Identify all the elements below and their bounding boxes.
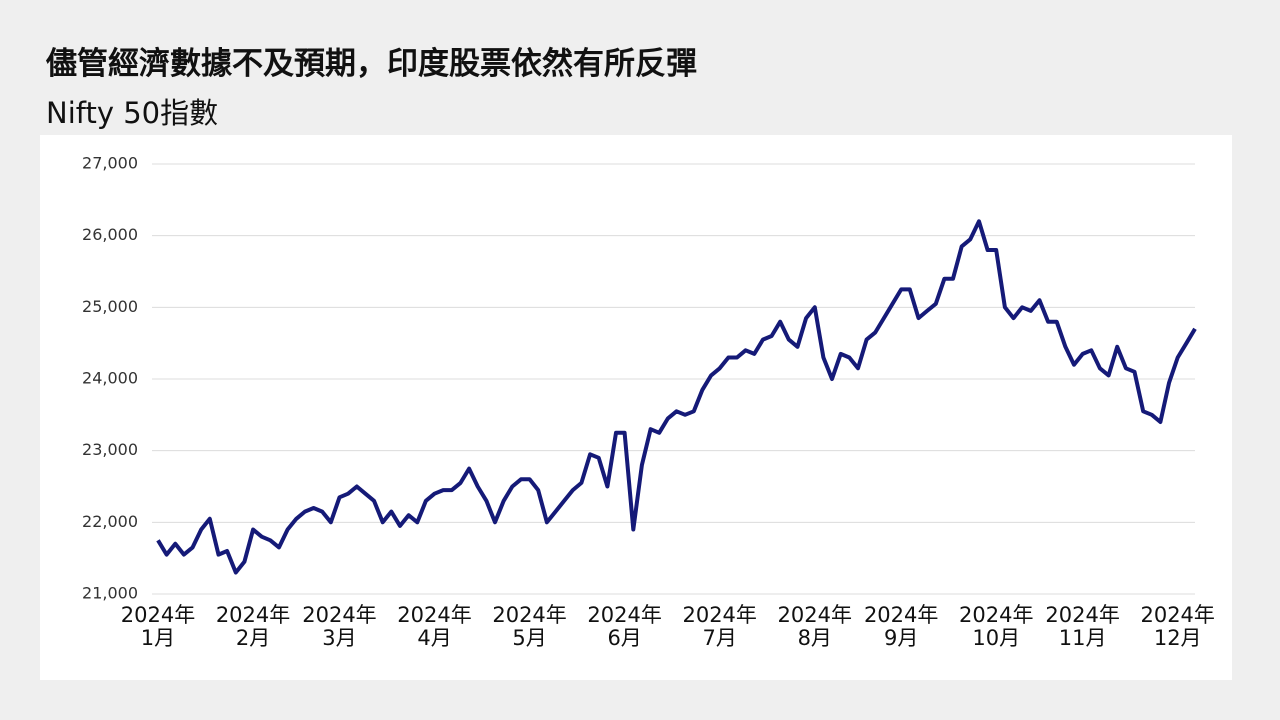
x-tick-label: 2024年 7月	[682, 603, 757, 650]
x-tick-label: 2024年 10月	[959, 603, 1034, 650]
y-tick-label: 26,000	[82, 225, 138, 244]
x-tick-label: 2024年 5月	[492, 603, 567, 650]
x-tick-label: 2024年 11月	[1045, 603, 1120, 650]
x-tick-label: 2024年 1月	[120, 603, 196, 650]
x-tick-label: 2024年 6月	[587, 603, 662, 650]
chart-panel	[40, 135, 1232, 680]
y-tick-label: 24,000	[82, 369, 138, 388]
x-tick-label: 2024年 9月	[863, 603, 939, 650]
chart-title: 儘管經濟數據不及預期，印度股票依然有所反彈	[46, 46, 697, 82]
x-tick-label: 2024年 12月	[1140, 603, 1215, 650]
x-tick-label: 2024年 3月	[302, 603, 377, 650]
y-tick-label: 25,000	[82, 297, 138, 316]
y-tick-label: 23,000	[82, 440, 138, 459]
chart-subtitle: Nifty 50指數	[46, 96, 219, 130]
data-line	[156, 219, 1197, 575]
x-tick-label: 2024年 2月	[215, 603, 291, 650]
y-tick-label: 21,000	[82, 584, 138, 603]
y-tick-label: 22,000	[82, 512, 138, 531]
x-tick-label: 2024年 8月	[777, 603, 852, 650]
x-tick-label: 2024年 4月	[397, 603, 472, 650]
y-tick-label: 27,000	[82, 154, 138, 173]
